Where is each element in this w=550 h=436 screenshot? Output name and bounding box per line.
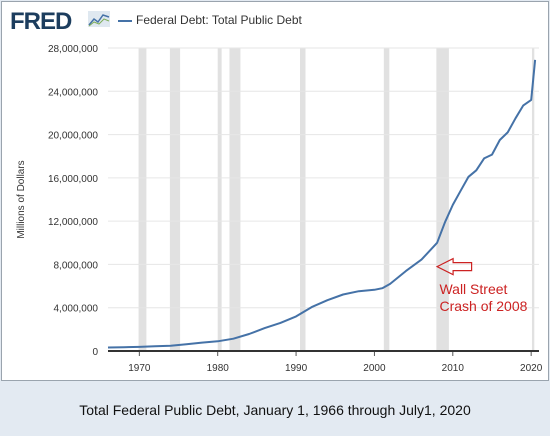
annotation-arrow	[435, 257, 473, 276]
series-line	[107, 59, 537, 349]
y-tick-label: 28,000,000	[48, 44, 98, 55]
y-tick-label: 16,000,000	[48, 174, 98, 185]
recession-band	[229, 48, 241, 351]
chart-panel: FRED Federal Debt: Total Public Debt 0 4,…	[1, 1, 549, 381]
recession-band	[436, 48, 449, 351]
chart-legend: Federal Debt: Total Public Debt	[118, 13, 302, 27]
y-tick-label: 8,000,000	[54, 260, 99, 271]
legend-swatch	[118, 19, 132, 22]
y-tick-label: 12,000,000	[48, 217, 98, 228]
y-tick-label: 20,000,000	[48, 131, 98, 142]
recession-band	[383, 48, 390, 351]
recession-band	[299, 48, 306, 351]
plot-area: 0 4,000,000 8,000,000 12,000,000 16,000,000 2…	[16, 44, 543, 374]
recession-band	[169, 48, 181, 351]
x-tick-label: 1990	[285, 363, 308, 374]
y-axis-label: Millions of Dollars	[16, 160, 27, 238]
y-tick-label: 4,000,000	[54, 304, 99, 315]
recession-band	[531, 48, 535, 351]
legend-label: Federal Debt: Total Public Debt	[136, 13, 302, 27]
x-tick-label: 2020	[520, 363, 543, 374]
recession-band	[217, 48, 222, 351]
x-tick-label: 1970	[128, 363, 151, 374]
recession-band	[138, 48, 147, 351]
annotation-text: Crash of 2008	[439, 298, 527, 314]
x-tick-label: 2000	[363, 363, 386, 374]
y-tick-label: 24,000,000	[48, 87, 98, 98]
fred-chart-logo-icon	[88, 11, 110, 27]
y-tick-label: 0	[92, 347, 98, 358]
x-tick-label: 2010	[442, 363, 465, 374]
chart-caption: Total Federal Public Debt, January 1, 19…	[79, 402, 471, 418]
fred-logo: FRED	[10, 8, 72, 35]
annotation-text: Wall Street	[439, 281, 507, 297]
x-tick-label: 1980	[207, 363, 230, 374]
